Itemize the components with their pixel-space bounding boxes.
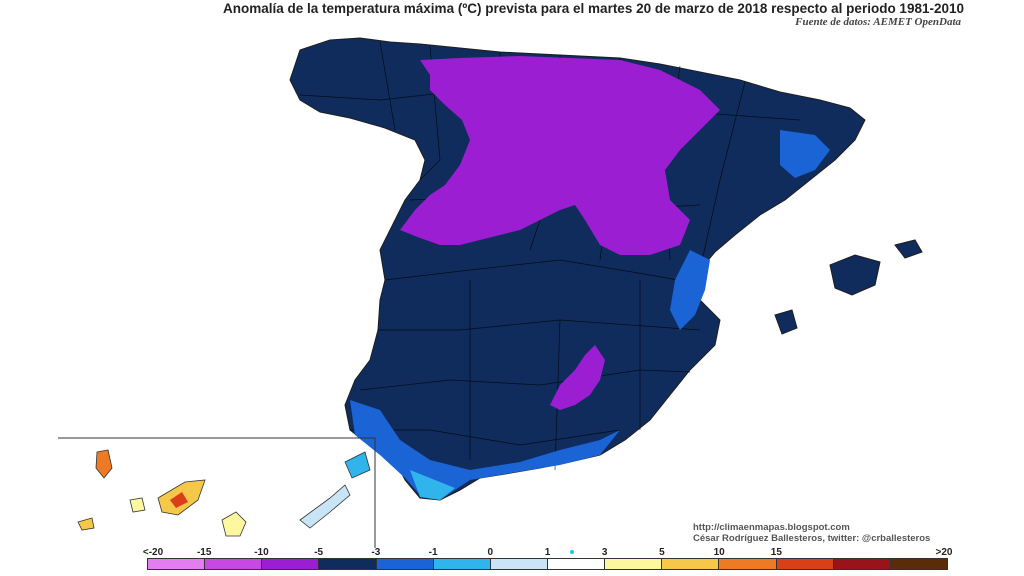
purple-anomaly-south [550,345,605,410]
blue-valencia [670,250,710,330]
legend-tick-label: 1 [544,547,551,558]
legend-tick-label: -3 [371,547,381,558]
menorca [894,239,923,259]
legend-zero-marker [570,550,574,554]
gran-canaria [221,511,247,537]
credit-author: César Rodríguez Ballesteros, twitter: @c… [693,533,931,544]
legend-swatch [319,559,377,569]
legend-swatch [833,559,891,569]
legend-swatch [890,559,947,569]
legend-tick-label: >20 [935,547,953,558]
legend-swatch [547,559,606,569]
legend-tick-label: 3 [601,547,608,558]
legend-tick-label: -10 [254,547,269,558]
iberian-peninsula [289,37,866,501]
legend-tick-label: <-20 [142,547,164,558]
legend-swatch [776,559,834,569]
legend-swatch [719,559,777,569]
lightblue-gibraltar [410,470,455,500]
fuerteventura [299,484,351,529]
blue-catalonia [780,130,830,178]
legend-swatch [205,559,263,569]
legend-swatch [662,559,720,569]
ibiza [774,309,798,335]
legend-colorbar [147,558,948,570]
el-hierro [77,517,95,531]
legend-swatch [605,559,663,569]
mallorca [829,254,881,296]
canary-inset-frame [58,437,376,548]
legend-tick-label: 10 [713,547,725,558]
legend-tick-label: -15 [196,547,212,558]
data-source: Fuente de datos: AEMET OpenData [795,16,961,28]
map-title: Anomalía de la temperatura máxima (ºC) p… [222,1,964,16]
legend-tick-label: -5 [314,547,324,558]
lanzarote [344,451,371,479]
legend-swatch [376,559,434,569]
legend-swatch [490,559,548,569]
legend-tick-label: -1 [428,547,438,558]
legend-swatch [433,559,491,569]
credit-url: http://climaenmapas.blogspot.com [693,522,850,533]
legend-tick-label: 0 [487,547,494,558]
legend-tick-label: 15 [770,547,782,558]
legend-swatch [262,559,320,569]
legend-tick-label: 5 [659,547,665,558]
la-gomera [129,497,146,513]
la-palma [95,449,113,479]
purple-anomaly-north [400,56,720,255]
legend-swatch [148,559,206,569]
tenerife-peak [170,492,188,508]
